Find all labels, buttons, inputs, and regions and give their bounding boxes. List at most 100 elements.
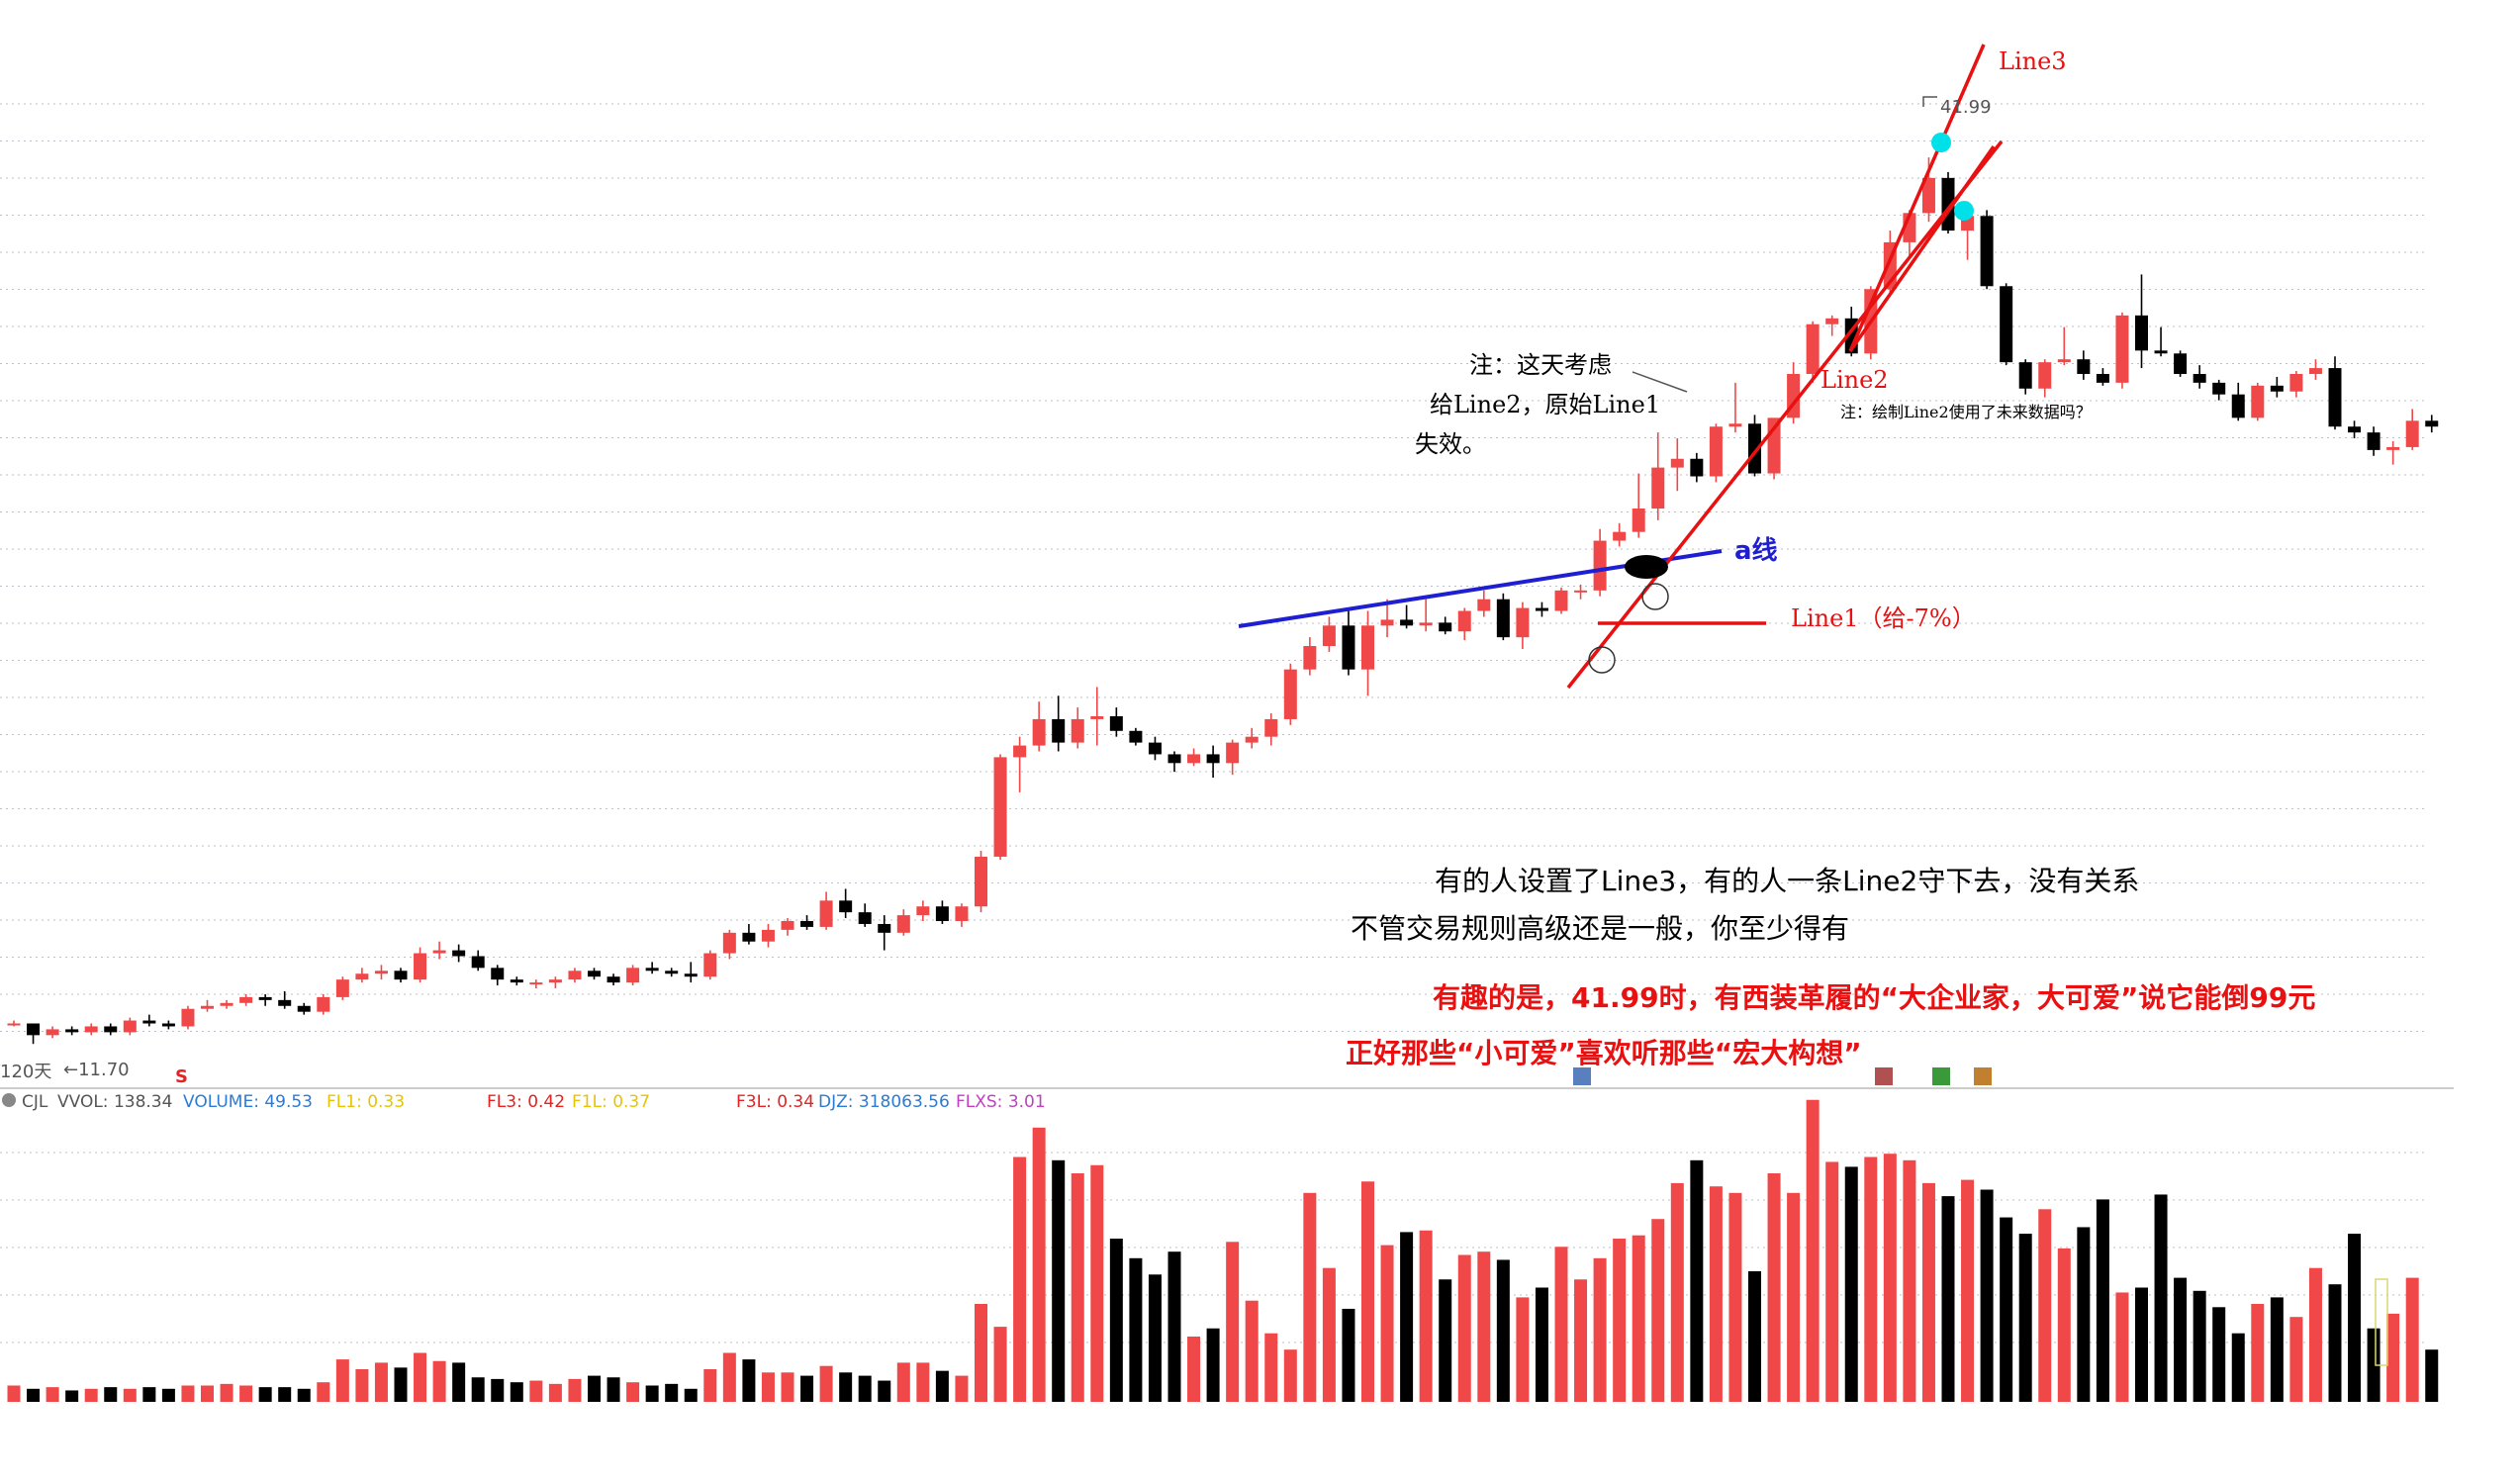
volume-bar [297, 1388, 311, 1402]
line2-upper [1848, 144, 1996, 353]
volume-bar [1961, 1179, 1975, 1402]
note-arrow [1632, 371, 1688, 393]
candle-body [65, 1029, 79, 1033]
candle-body [665, 971, 679, 974]
volume-bar [1825, 1161, 1839, 1402]
volume-bar [27, 1388, 41, 1402]
volume-bar [839, 1372, 853, 1402]
volume-bar [896, 1362, 910, 1402]
candle-body [1980, 216, 1994, 287]
candle-body [1342, 625, 1355, 670]
candle-body [201, 1005, 214, 1009]
candle-body [1593, 540, 1607, 591]
volume-bar [761, 1372, 775, 1402]
volume-bar [1361, 1181, 1374, 1402]
volume-bar [1400, 1232, 1414, 1402]
candle-body [858, 912, 872, 924]
indicator-name: CJL [22, 1092, 48, 1112]
candle-body [548, 979, 562, 983]
volume-bar [2308, 1267, 2322, 1402]
volume-bar [1748, 1271, 1761, 1402]
volume-bar [452, 1362, 466, 1402]
volume-bar [1613, 1239, 1627, 1402]
volume-bar [993, 1327, 1007, 1402]
candle-body [2000, 286, 2013, 363]
candle-body [1651, 467, 1665, 509]
candle-body [800, 921, 814, 927]
volume-bar [491, 1378, 505, 1402]
volume-bar [414, 1352, 427, 1402]
candle-body [2425, 420, 2439, 427]
candle-body [684, 973, 698, 977]
volume-bar [2386, 1313, 2400, 1402]
volume-bar [1322, 1267, 1336, 1402]
candle-circle-marker [1588, 646, 1616, 674]
candle-body [722, 932, 736, 954]
candle-body [2077, 359, 2091, 374]
candle-body [374, 971, 388, 974]
candle-body [27, 1023, 41, 1036]
volume-bar [916, 1362, 930, 1402]
volume-bar [607, 1377, 620, 1402]
candle-body [1400, 619, 1414, 626]
volume-bar [665, 1383, 679, 1402]
candle-body [7, 1023, 21, 1026]
volume-bar [432, 1360, 446, 1402]
volume-bar [781, 1372, 794, 1402]
volume-bar [1380, 1245, 1394, 1402]
candle-body [2057, 359, 2071, 363]
volume-bar [722, 1352, 736, 1402]
volume-bar [1883, 1154, 1897, 1402]
volume-bar [335, 1359, 349, 1402]
candle-body [46, 1029, 59, 1036]
volume-bar [1574, 1279, 1588, 1402]
low-price-label: ←11.70 [63, 1060, 130, 1080]
candle-body [1632, 509, 1645, 532]
volume-bar [878, 1380, 891, 1402]
candle-body [317, 996, 330, 1012]
volume-bar [278, 1387, 292, 1402]
volume-bar [684, 1388, 698, 1402]
candle-body [1825, 318, 1839, 324]
volume-bar [2405, 1277, 2419, 1402]
candle-body [181, 1008, 195, 1027]
volume-bar [1554, 1247, 1568, 1402]
candle-body [2328, 368, 2342, 427]
candle-body [2154, 350, 2168, 354]
volume-bar [46, 1387, 59, 1402]
volume-bar [1419, 1230, 1433, 1402]
volume-bar [1109, 1239, 1123, 1402]
volume-bar [2212, 1307, 2226, 1402]
indicator-value: VOLUME: 49.53 [183, 1092, 313, 1112]
candle-body [529, 982, 543, 985]
indicator-value: DJZ: 318063.56 [818, 1092, 950, 1112]
volume-bar [2328, 1284, 2342, 1402]
candle-body [2096, 373, 2109, 383]
candle-body [1806, 324, 1820, 374]
candle-body [2174, 353, 2188, 374]
line3 [1848, 44, 1986, 352]
volume-bar [2425, 1349, 2439, 1402]
candle-body [278, 999, 292, 1006]
candle-body [297, 1005, 311, 1012]
period-label: 120天 [0, 1062, 51, 1082]
s-marker: S [175, 1066, 188, 1087]
candle-body [1728, 423, 1742, 427]
candle-body [1496, 599, 1510, 638]
candle-body [2038, 362, 2052, 389]
volume-bar [1767, 1173, 1781, 1402]
candle-body [607, 976, 620, 983]
volume-bar [645, 1385, 659, 1402]
volume-bar [2115, 1292, 2129, 1402]
indicator-settings-icon[interactable] [2, 1093, 16, 1107]
volume-bar [1864, 1157, 1878, 1402]
high-marker-icon [1922, 96, 1937, 107]
candle-body [2231, 394, 2245, 418]
candle-body [1090, 715, 1104, 719]
candle-body [742, 932, 756, 942]
candle-body [1129, 730, 1143, 743]
candle-body [123, 1020, 137, 1033]
candle-body [1226, 742, 1240, 764]
current-volume-outline [2375, 1278, 2388, 1366]
volume-bar [1032, 1127, 1046, 1402]
